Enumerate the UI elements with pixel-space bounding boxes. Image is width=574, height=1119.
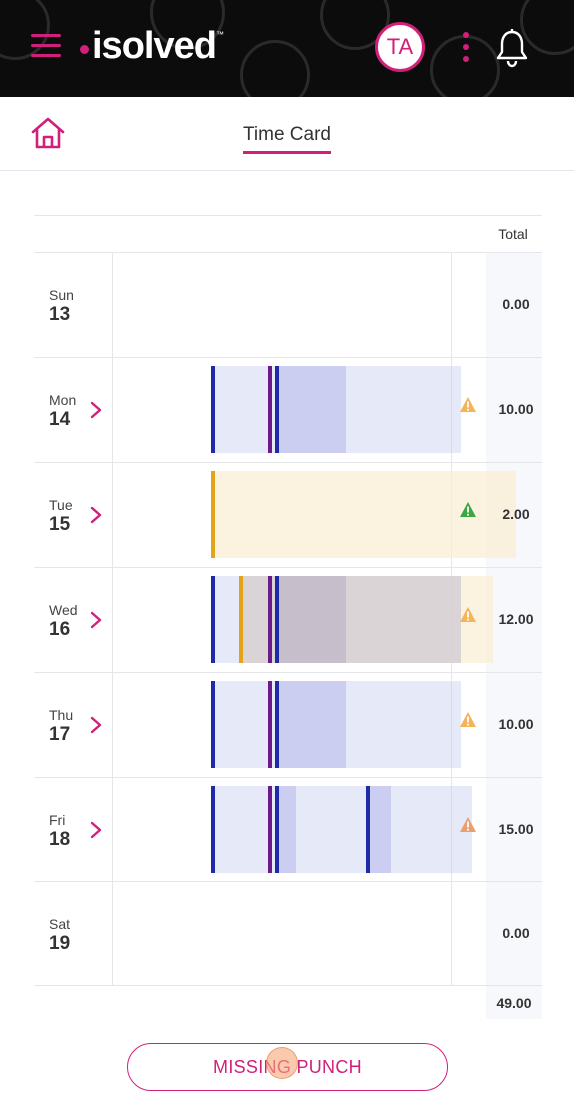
chevron-right-icon[interactable] bbox=[89, 820, 103, 840]
header-pattern bbox=[520, 0, 574, 55]
divider bbox=[34, 215, 542, 216]
warning-icon[interactable] bbox=[459, 396, 477, 413]
shift-bar[interactable] bbox=[212, 786, 472, 873]
punch-marker bbox=[268, 576, 272, 663]
day-label: Fri 18 bbox=[49, 812, 71, 850]
warning-icon[interactable] bbox=[459, 711, 477, 728]
day-total: 0.00 bbox=[502, 925, 530, 941]
bell-icon[interactable] bbox=[494, 28, 530, 68]
day-label: Mon 14 bbox=[49, 392, 77, 430]
avatar[interactable]: TA bbox=[375, 22, 425, 72]
total-column bbox=[486, 252, 542, 1019]
punch-in-marker bbox=[211, 681, 215, 768]
day-label: Sun 13 bbox=[49, 287, 74, 325]
break-block bbox=[278, 366, 346, 453]
day-row-fri[interactable]: Fri 18 15.00 bbox=[34, 777, 542, 882]
day-total: 10.00 bbox=[498, 716, 534, 732]
day-label: Sat 19 bbox=[49, 916, 71, 954]
total-column-header: Total bbox=[498, 226, 528, 242]
day-row-sat: Sat 19 0.00 bbox=[34, 881, 542, 986]
day-row-thu[interactable]: Thu 17 10.00 bbox=[34, 672, 542, 777]
punch-marker bbox=[275, 576, 279, 663]
tap-indicator bbox=[266, 1047, 298, 1079]
day-total: 2.00 bbox=[502, 506, 530, 522]
punch-marker bbox=[275, 366, 279, 453]
punch-marker bbox=[275, 681, 279, 768]
day-total: 10.00 bbox=[498, 401, 534, 417]
punch-in-marker bbox=[211, 786, 215, 873]
day-row-mon[interactable]: Mon 14 10.00 bbox=[34, 357, 542, 462]
warning-icon[interactable] bbox=[459, 606, 477, 623]
chevron-right-icon[interactable] bbox=[89, 505, 103, 525]
punch-in-marker bbox=[211, 366, 215, 453]
grand-total: 49.00 bbox=[496, 995, 532, 1011]
break-block bbox=[278, 786, 296, 873]
header-pattern bbox=[0, 0, 50, 60]
home-icon[interactable] bbox=[29, 114, 67, 152]
chevron-right-icon[interactable] bbox=[89, 400, 103, 420]
more-options-button[interactable] bbox=[460, 32, 472, 64]
day-label: Wed 16 bbox=[49, 602, 78, 640]
day-row-sun: Sun 13 0.00 bbox=[34, 252, 542, 357]
overlap-block bbox=[241, 576, 461, 663]
divider bbox=[34, 985, 542, 986]
page-header: Time Card bbox=[0, 97, 574, 171]
header-pattern bbox=[240, 40, 310, 97]
menu-button[interactable] bbox=[31, 32, 61, 60]
chevron-right-icon[interactable] bbox=[89, 610, 103, 630]
app-header: isolved ™ TA bbox=[0, 0, 574, 97]
punch-in-marker bbox=[211, 471, 215, 558]
day-row-tue[interactable]: Tue 15 2.00 bbox=[34, 462, 542, 567]
brand-logo: isolved ™ bbox=[80, 24, 224, 68]
day-row-wed[interactable]: Wed 16 12.00 bbox=[34, 567, 542, 672]
day-total: 0.00 bbox=[502, 296, 530, 312]
punch-marker bbox=[268, 681, 272, 768]
divider bbox=[112, 252, 113, 985]
break-block bbox=[367, 786, 391, 873]
break-block bbox=[278, 576, 346, 663]
warning-icon[interactable] bbox=[459, 816, 477, 833]
punch-marker bbox=[275, 786, 279, 873]
day-label: Thu 17 bbox=[49, 707, 74, 745]
warning-icon[interactable] bbox=[459, 501, 477, 518]
chevron-right-icon[interactable] bbox=[89, 715, 103, 735]
day-label: Tue 15 bbox=[49, 497, 73, 535]
break-block bbox=[278, 681, 346, 768]
punch-marker bbox=[268, 366, 272, 453]
punch-marker bbox=[268, 786, 272, 873]
punch-marker bbox=[366, 786, 370, 873]
day-total: 12.00 bbox=[498, 611, 534, 627]
day-total: 15.00 bbox=[498, 821, 534, 837]
punch-marker bbox=[239, 576, 243, 663]
punch-in-marker bbox=[211, 576, 215, 663]
page-title: Time Card bbox=[0, 124, 574, 154]
